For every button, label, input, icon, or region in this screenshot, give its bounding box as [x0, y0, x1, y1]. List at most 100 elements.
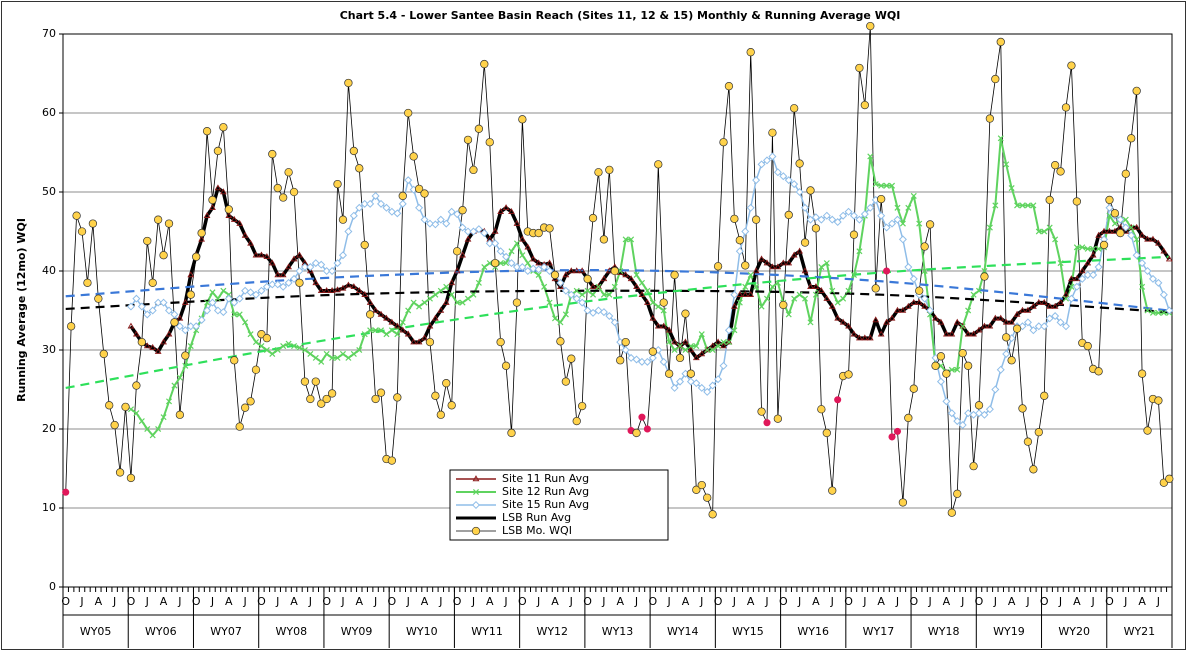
marker: [1100, 227, 1108, 234]
marker: [534, 265, 543, 274]
marker: [1095, 245, 1102, 252]
x-tick-label: A: [95, 595, 103, 608]
marker: [682, 338, 689, 345]
marker: [431, 391, 440, 400]
marker: [1002, 318, 1010, 325]
marker: [703, 493, 712, 502]
marker: [763, 295, 771, 302]
marker: [94, 294, 103, 303]
marker: [654, 345, 663, 355]
marker: [1143, 426, 1152, 435]
marker: [796, 247, 803, 254]
marker: [1061, 322, 1070, 331]
marker: [996, 37, 1005, 47]
marker: [209, 204, 216, 211]
marker: [817, 405, 826, 414]
marker: [834, 396, 842, 404]
marker: [588, 213, 598, 223]
marker: [420, 215, 429, 224]
marker: [1062, 295, 1070, 302]
marker: [176, 374, 183, 381]
marker: [545, 224, 554, 233]
marker: [784, 176, 793, 185]
x-tick-label: O: [714, 595, 723, 608]
marker: [958, 349, 967, 358]
marker: [356, 346, 363, 354]
marker: [1019, 306, 1026, 313]
marker: [1105, 195, 1114, 205]
marker: [349, 211, 358, 220]
marker: [1030, 302, 1037, 309]
x-tick-label: J: [503, 595, 507, 608]
marker: [942, 397, 951, 406]
x-tick-label: J: [536, 595, 540, 608]
marker: [985, 405, 994, 414]
marker: [1067, 294, 1076, 303]
marker: [420, 189, 429, 198]
x-tick-label: A: [616, 595, 624, 608]
marker: [991, 385, 1000, 394]
marker: [328, 266, 337, 276]
marker: [551, 315, 559, 322]
marker: [578, 267, 586, 274]
marker: [817, 215, 826, 224]
marker: [1024, 202, 1031, 209]
marker: [62, 488, 70, 496]
marker: [844, 370, 853, 379]
x-tick-label: O: [192, 595, 201, 608]
marker: [454, 299, 461, 306]
marker: [855, 215, 864, 224]
marker: [508, 248, 515, 255]
marker: [502, 252, 511, 261]
marker: [686, 369, 696, 378]
marker: [534, 228, 543, 238]
x-tick-label: J: [895, 595, 899, 608]
marker: [904, 263, 913, 272]
marker: [1083, 341, 1092, 351]
x-tick-label: J: [471, 595, 475, 608]
marker: [301, 346, 308, 354]
marker: [393, 209, 402, 218]
marker: [579, 291, 586, 298]
x-group-label: WY18: [928, 625, 960, 638]
marker: [1040, 391, 1049, 400]
marker: [448, 291, 455, 298]
marker: [540, 263, 549, 272]
marker: [235, 422, 244, 431]
marker: [850, 271, 858, 278]
marker: [426, 322, 434, 329]
marker: [410, 299, 417, 306]
x-tick-label: J: [1156, 595, 1160, 608]
trendline: [65, 269, 1170, 312]
marker: [99, 349, 108, 359]
marker: [697, 480, 706, 490]
marker: [230, 298, 239, 307]
marker: [883, 182, 890, 189]
marker: [1155, 309, 1162, 316]
marker: [1138, 259, 1147, 268]
marker: [970, 330, 977, 337]
x-tick-label: A: [486, 595, 494, 608]
x-tick-label: J: [1058, 595, 1062, 608]
marker: [670, 270, 679, 280]
y-tick-label: 20: [42, 422, 56, 435]
marker: [464, 235, 472, 242]
marker: [159, 251, 168, 260]
x-tick-label: J: [79, 595, 83, 608]
marker: [590, 291, 597, 298]
marker: [670, 383, 679, 392]
marker: [289, 187, 299, 197]
marker: [236, 311, 243, 318]
y-tick-label: 50: [42, 185, 56, 198]
marker: [1144, 235, 1151, 242]
x-tick-label: O: [1040, 595, 1049, 608]
x-group-label: WY10: [406, 625, 438, 638]
marker: [501, 361, 511, 370]
marker: [355, 164, 364, 173]
marker: [436, 410, 445, 419]
marker: [355, 287, 363, 293]
marker: [279, 193, 288, 202]
marker: [676, 343, 684, 350]
marker: [416, 303, 423, 310]
